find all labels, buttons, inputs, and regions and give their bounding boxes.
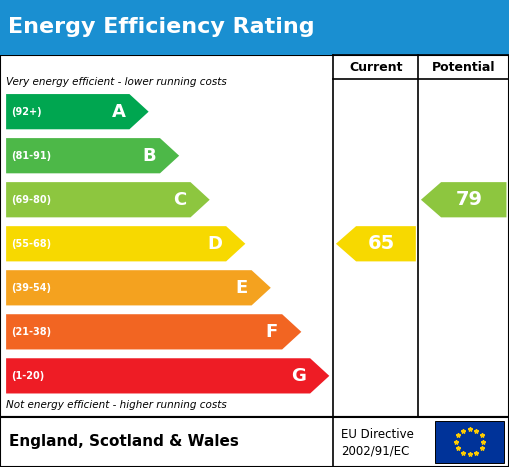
Text: (81-91): (81-91) (11, 151, 51, 161)
Text: Not energy efficient - higher running costs: Not energy efficient - higher running co… (6, 400, 227, 410)
Polygon shape (6, 358, 329, 394)
Polygon shape (6, 138, 179, 173)
Text: Current: Current (349, 61, 403, 73)
Text: Energy Efficiency Rating: Energy Efficiency Rating (8, 17, 314, 37)
Text: E: E (235, 279, 247, 297)
Text: D: D (207, 235, 222, 253)
Text: (92+): (92+) (11, 106, 42, 117)
Text: England, Scotland & Wales: England, Scotland & Wales (9, 434, 239, 449)
Text: (39-54): (39-54) (11, 283, 51, 293)
Text: Very energy efficient - lower running costs: Very energy efficient - lower running co… (6, 78, 227, 87)
Text: 2002/91/EC: 2002/91/EC (341, 445, 409, 457)
Text: C: C (173, 191, 186, 209)
Polygon shape (6, 270, 271, 305)
Polygon shape (421, 182, 506, 217)
Text: B: B (143, 147, 156, 165)
Text: 79: 79 (455, 190, 483, 209)
Text: (21-38): (21-38) (11, 327, 51, 337)
Bar (435, 421, 504, 463)
Text: A: A (111, 103, 125, 120)
Text: Potential: Potential (432, 61, 495, 73)
Polygon shape (336, 226, 416, 262)
Text: (1-20): (1-20) (11, 371, 44, 381)
Bar (0, 417, 509, 467)
Polygon shape (6, 94, 149, 129)
Text: EU Directive: EU Directive (341, 428, 414, 441)
Bar (0, 0, 509, 55)
Polygon shape (6, 314, 301, 349)
Text: G: G (291, 367, 306, 385)
Text: (55-68): (55-68) (11, 239, 51, 249)
Text: 65: 65 (367, 234, 394, 253)
Polygon shape (6, 182, 210, 217)
Polygon shape (6, 226, 245, 262)
Text: (69-80): (69-80) (11, 195, 51, 205)
Bar (0, 55, 509, 417)
Text: F: F (266, 323, 278, 341)
